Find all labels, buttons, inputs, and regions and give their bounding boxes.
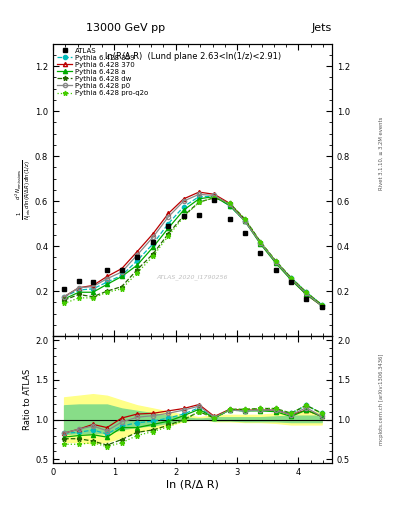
X-axis label: ln (R/Δ R): ln (R/Δ R) (166, 480, 219, 490)
Text: 13000 GeV pp: 13000 GeV pp (86, 23, 165, 33)
Text: mcplots.cern.ch [arXiv:1306.3436]: mcplots.cern.ch [arXiv:1306.3436] (379, 354, 384, 445)
Text: Jets: Jets (312, 23, 332, 33)
Text: ATLAS_2020_I1790256: ATLAS_2020_I1790256 (157, 275, 228, 281)
Y-axis label: Ratio to ATLAS: Ratio to ATLAS (23, 369, 32, 431)
Legend: ATLAS, Pythia 6.428 359, Pythia 6.428 370, Pythia 6.428 a, Pythia 6.428 dw, Pyth: ATLAS, Pythia 6.428 359, Pythia 6.428 37… (55, 46, 151, 98)
Text: Rivet 3.1.10, ≥ 3.2M events: Rivet 3.1.10, ≥ 3.2M events (379, 117, 384, 190)
Text: ln(R/Δ R)  (Lund plane 2.63<ln(1/z)<2.91): ln(R/Δ R) (Lund plane 2.63<ln(1/z)<2.91) (105, 52, 281, 61)
Y-axis label: $\frac{1}{N_{\rm jets}}\frac{d^2 N_{\rm emissions}}{d\ln(R/\Delta R)\,d\ln(1/z)}: $\frac{1}{N_{\rm jets}}\frac{d^2 N_{\rm … (13, 160, 33, 220)
